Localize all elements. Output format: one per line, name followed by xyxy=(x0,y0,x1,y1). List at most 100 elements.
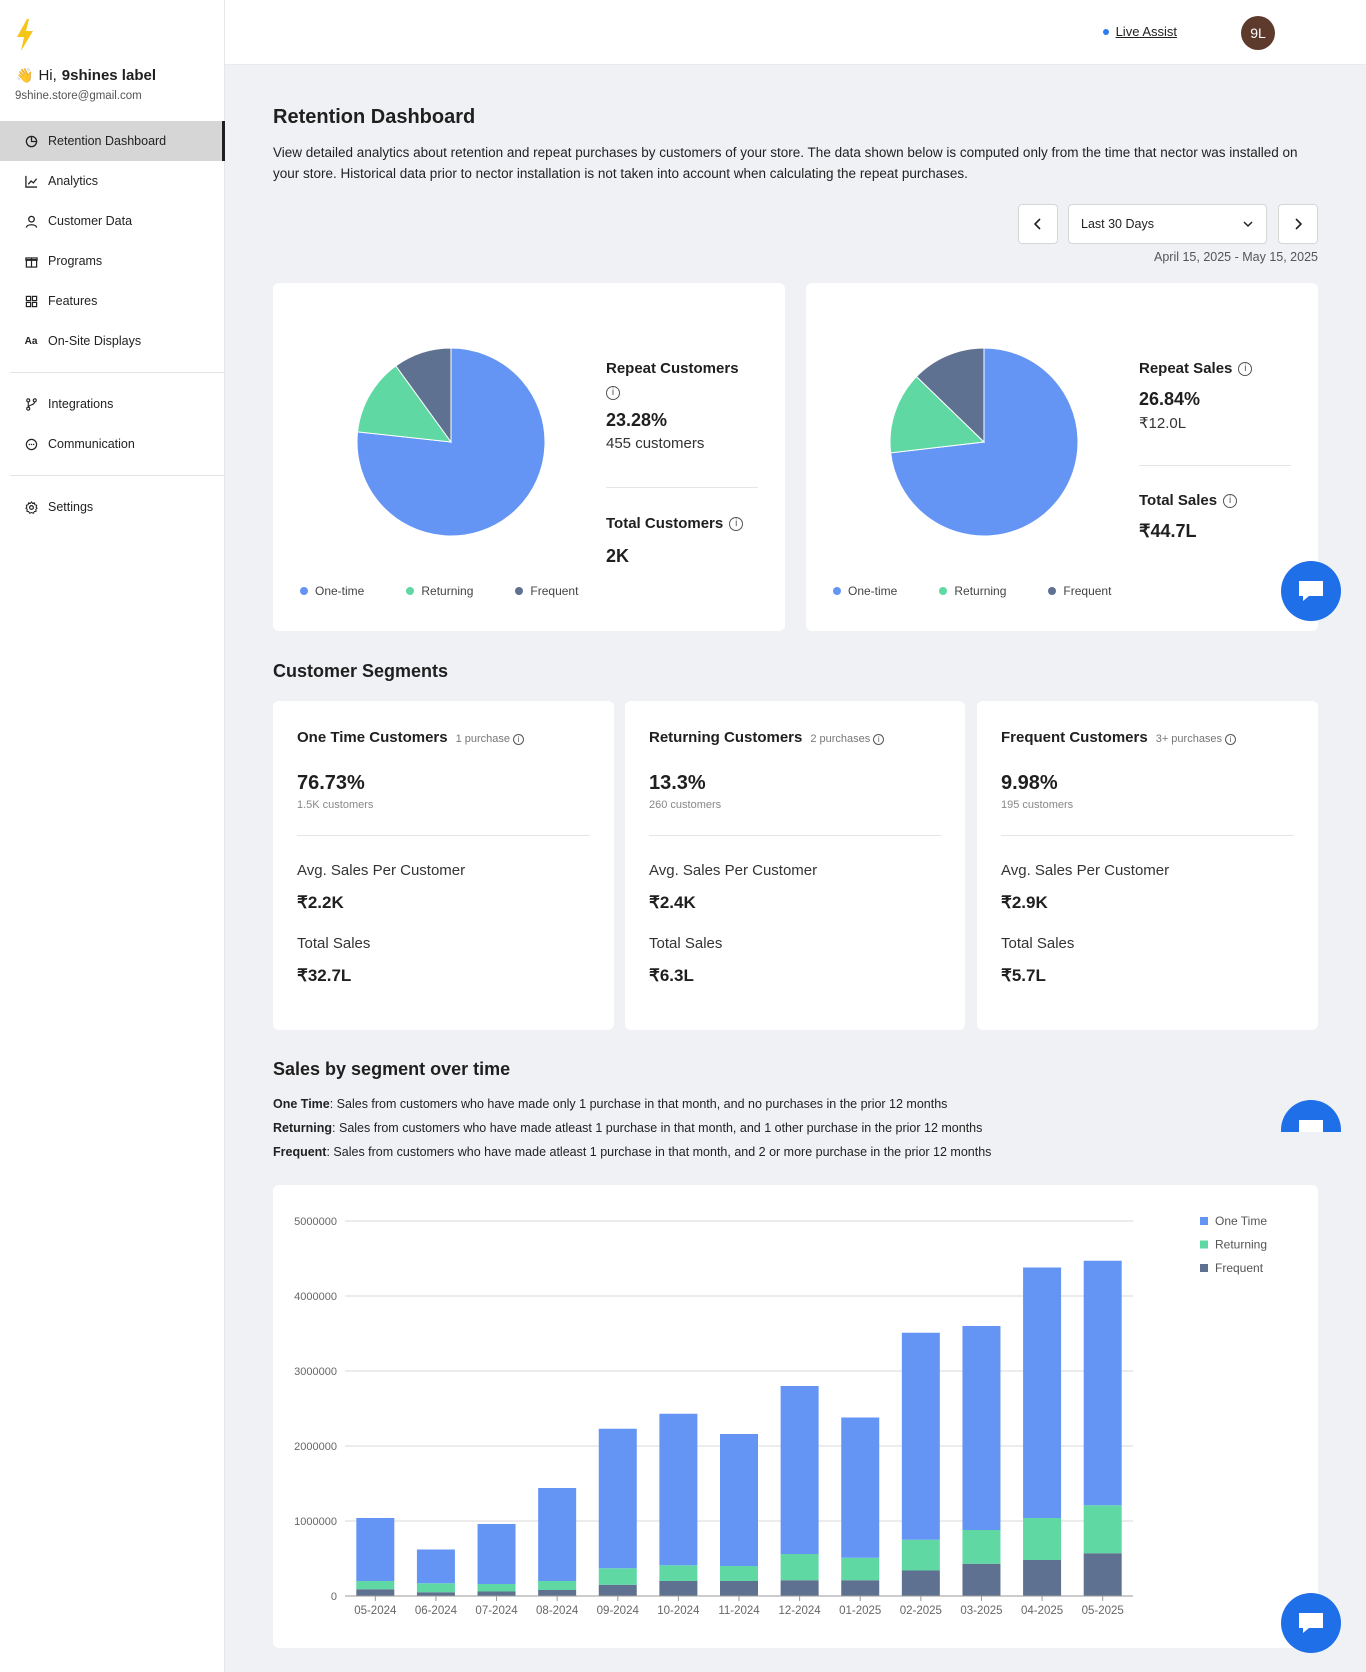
sidebar-item-integrations[interactable]: Integrations xyxy=(0,384,225,424)
info-icon[interactable]: i xyxy=(873,733,885,745)
bar-one-time[interactable] xyxy=(356,1518,395,1581)
sidebar-item-features[interactable]: Features xyxy=(0,281,225,321)
sidebar-item-customer-data[interactable]: Customer Data xyxy=(0,201,225,241)
bar-frequent[interactable] xyxy=(477,1591,516,1597)
bar-frequent[interactable] xyxy=(356,1589,395,1596)
info-icon[interactable]: i xyxy=(1238,361,1253,376)
bar-frequent[interactable] xyxy=(720,1581,758,1596)
bar-one-time[interactable] xyxy=(477,1524,516,1584)
legend-returning: Returning xyxy=(939,584,1006,598)
bar-one-time[interactable] xyxy=(538,1488,577,1581)
bar-returning[interactable] xyxy=(962,1530,1001,1564)
chat-icon xyxy=(1299,1613,1323,1633)
page-title: Retention Dashboard xyxy=(273,106,476,128)
bar-returning[interactable] xyxy=(1083,1505,1122,1554)
bar-returning[interactable] xyxy=(780,1554,819,1581)
sidebar-item-on-site-displays[interactable]: Aa On-Site Displays xyxy=(0,321,225,361)
bar-returning[interactable] xyxy=(356,1581,395,1590)
legend-swatch xyxy=(1200,1217,1208,1225)
bar-returning[interactable] xyxy=(841,1557,880,1581)
bar-one-time[interactable] xyxy=(841,1417,880,1558)
bar-frequent[interactable] xyxy=(659,1581,698,1596)
bar-one-time[interactable] xyxy=(598,1428,637,1569)
period-select-value: Last 30 Days xyxy=(1081,217,1154,231)
legend-one-time: One-time xyxy=(300,584,364,598)
previous-period-button[interactable] xyxy=(1018,204,1058,244)
bar-frequent[interactable] xyxy=(1083,1553,1122,1596)
segment-title: Returning Customers xyxy=(649,729,803,746)
info-icon[interactable]: i xyxy=(513,733,525,745)
customers-pie-chart xyxy=(356,347,546,537)
segment-count: 1.5K customers xyxy=(297,799,374,811)
sidebar-item-programs[interactable]: Programs xyxy=(0,241,225,281)
x-tick-label: 05-2024 xyxy=(354,1605,397,1617)
sidebar-item-settings[interactable]: Settings xyxy=(0,487,225,527)
bar-one-time[interactable] xyxy=(659,1413,698,1566)
sidebar-item-analytics[interactable]: Analytics xyxy=(0,161,225,201)
bar-one-time[interactable] xyxy=(901,1332,940,1540)
avg-sales-label: Avg. Sales Per Customer xyxy=(649,862,818,879)
avg-sales-value: ₹2.4K xyxy=(649,893,696,912)
bar-frequent[interactable] xyxy=(901,1570,940,1597)
bar-frequent[interactable] xyxy=(780,1580,819,1596)
bar-one-time[interactable] xyxy=(1023,1267,1062,1519)
segment-title: One Time Customers xyxy=(297,729,448,746)
next-period-button[interactable] xyxy=(1278,204,1318,244)
y-tick-label: 0 xyxy=(331,1591,337,1603)
y-tick-label: 4000000 xyxy=(294,1291,337,1303)
bar-frequent[interactable] xyxy=(1023,1560,1062,1596)
chat-widget-button[interactable] xyxy=(1281,1100,1341,1132)
bar-one-time[interactable] xyxy=(1083,1260,1122,1506)
bar-one-time[interactable] xyxy=(416,1549,455,1584)
segment-card-returning: Returning Customers 2 purchases i 13.3% 26… xyxy=(625,701,965,1030)
segment-note: 2 purchases xyxy=(810,733,871,745)
bar-frequent[interactable] xyxy=(538,1590,577,1596)
period-select[interactable]: Last 30 Days xyxy=(1068,204,1267,244)
info-icon[interactable]: i xyxy=(729,516,744,531)
sidebar-item-label: Integrations xyxy=(48,397,114,411)
avg-sales-value: ₹2.9K xyxy=(1001,893,1048,912)
chat-icon xyxy=(1299,1120,1323,1132)
total-sales-value: ₹5.7L xyxy=(1001,966,1046,985)
live-assist-link[interactable]: Live Assist xyxy=(1102,24,1177,39)
sidebar-item-retention-dashboard[interactable]: Retention Dashboard xyxy=(0,121,225,161)
segment-card-one-time: One Time Customers 1 purchase i 76.73% 1.5… xyxy=(273,701,614,1030)
bar-one-time[interactable] xyxy=(962,1326,1001,1530)
bar-returning[interactable] xyxy=(1023,1518,1062,1560)
definition-term: Frequent xyxy=(273,1145,327,1159)
bar-returning[interactable] xyxy=(720,1566,758,1581)
avatar[interactable]: 9L xyxy=(1241,16,1275,50)
pie-slice-returning xyxy=(889,375,986,454)
nav-divider xyxy=(10,372,225,373)
avg-sales-label: Avg. Sales Per Customer xyxy=(297,862,466,879)
bar-frequent[interactable] xyxy=(598,1584,637,1596)
bar-returning[interactable] xyxy=(659,1565,698,1581)
info-icon[interactable]: i xyxy=(606,386,620,400)
legend-swatch xyxy=(939,587,948,595)
bar-one-time[interactable] xyxy=(720,1434,758,1566)
bar-frequent[interactable] xyxy=(841,1580,880,1596)
bar-returning[interactable] xyxy=(598,1568,637,1585)
segment-divider xyxy=(297,835,590,836)
bar-frequent[interactable] xyxy=(962,1563,1001,1596)
legend-label: Frequent xyxy=(1215,1261,1264,1275)
bar-frequent[interactable] xyxy=(416,1592,455,1596)
bar-returning[interactable] xyxy=(477,1584,516,1592)
sales-pie-chart xyxy=(889,347,1079,537)
chat-widget-button[interactable] xyxy=(1281,561,1341,621)
info-icon[interactable]: i xyxy=(1225,733,1237,745)
bar-returning[interactable] xyxy=(901,1539,940,1571)
x-tick-label: 08-2024 xyxy=(536,1605,579,1617)
bar-one-time[interactable] xyxy=(780,1386,819,1554)
pie-legend: One-time Returning Frequent xyxy=(300,584,620,598)
info-icon[interactable]: i xyxy=(1223,493,1238,508)
bar-returning[interactable] xyxy=(416,1583,455,1593)
segment-divider xyxy=(649,835,941,836)
chat-widget-button[interactable] xyxy=(1281,1593,1341,1653)
x-tick-label: 04-2025 xyxy=(1021,1605,1063,1617)
chevron-down-icon xyxy=(1243,221,1253,228)
sidebar-item-label: Analytics xyxy=(48,174,99,188)
bar-returning[interactable] xyxy=(538,1581,577,1590)
sales-pie-card: Repeat Sales i 26.84% ₹12.0L Total Sales i… xyxy=(806,283,1318,631)
sidebar-item-communication[interactable]: Communication xyxy=(0,424,225,464)
